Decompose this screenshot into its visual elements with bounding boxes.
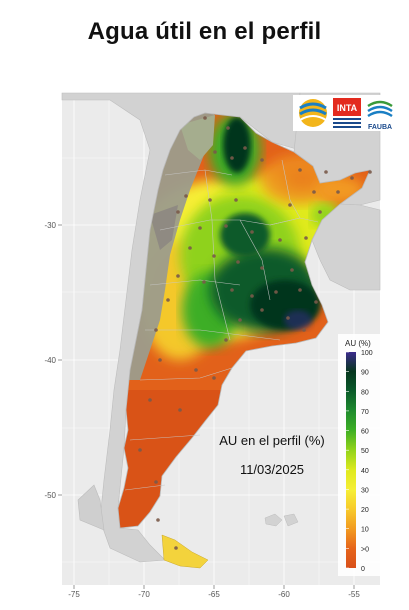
legend-label: 0 bbox=[361, 566, 365, 573]
inta-logo: INTA bbox=[333, 98, 361, 128]
legend-label: 40 bbox=[361, 468, 369, 475]
legend-label: 50 bbox=[361, 448, 369, 455]
au-legend: AU (%) 100 90 80 70 60 50 40 30 20 10 >0… bbox=[338, 334, 384, 576]
x-tick-label: -75 bbox=[68, 590, 80, 599]
legend-label: 10 bbox=[361, 527, 369, 534]
y-tick-label: -50 bbox=[44, 491, 56, 500]
x-axis: -75 -70 -65 -60 -55 bbox=[68, 585, 360, 599]
map-overlay-title: AU en el perfil (%) bbox=[219, 433, 324, 448]
legend-label: 30 bbox=[361, 488, 369, 495]
legend-label: >0 bbox=[361, 546, 369, 553]
legend-colorbar bbox=[346, 352, 356, 568]
station-points bbox=[138, 116, 372, 550]
legend-label: 100 bbox=[361, 350, 373, 357]
y-tick-label: -40 bbox=[44, 356, 56, 365]
fauba-logo-text: FAUBA bbox=[368, 124, 392, 131]
legend-label: 20 bbox=[361, 507, 369, 514]
x-tick-label: -65 bbox=[208, 590, 220, 599]
legend-label: 80 bbox=[361, 389, 369, 396]
y-tick-label: -30 bbox=[44, 221, 56, 230]
legend-title: AU (%) bbox=[345, 339, 371, 348]
map-date: 11/03/2025 bbox=[240, 462, 304, 477]
legend-label: 90 bbox=[361, 370, 369, 377]
province-borders bbox=[124, 159, 319, 491]
inta-logo-text: INTA bbox=[337, 103, 358, 113]
malvinas-islands bbox=[264, 513, 299, 527]
x-tick-label: -55 bbox=[348, 590, 360, 599]
x-tick-label: -60 bbox=[278, 590, 290, 599]
tierra-del-fuego bbox=[161, 534, 209, 569]
fauba-logo: FAUBA bbox=[366, 98, 394, 131]
argentina-outline bbox=[117, 112, 371, 529]
waves-logo-icon bbox=[299, 99, 327, 127]
x-tick-label: -70 bbox=[138, 590, 150, 599]
legend-label: 70 bbox=[361, 409, 369, 416]
logos: INTA FAUBA bbox=[293, 95, 399, 131]
page-title: Agua útil en el perfil bbox=[87, 18, 322, 45]
legend-label: 60 bbox=[361, 429, 369, 436]
y-axis: -30 -40 -50 bbox=[44, 221, 62, 500]
